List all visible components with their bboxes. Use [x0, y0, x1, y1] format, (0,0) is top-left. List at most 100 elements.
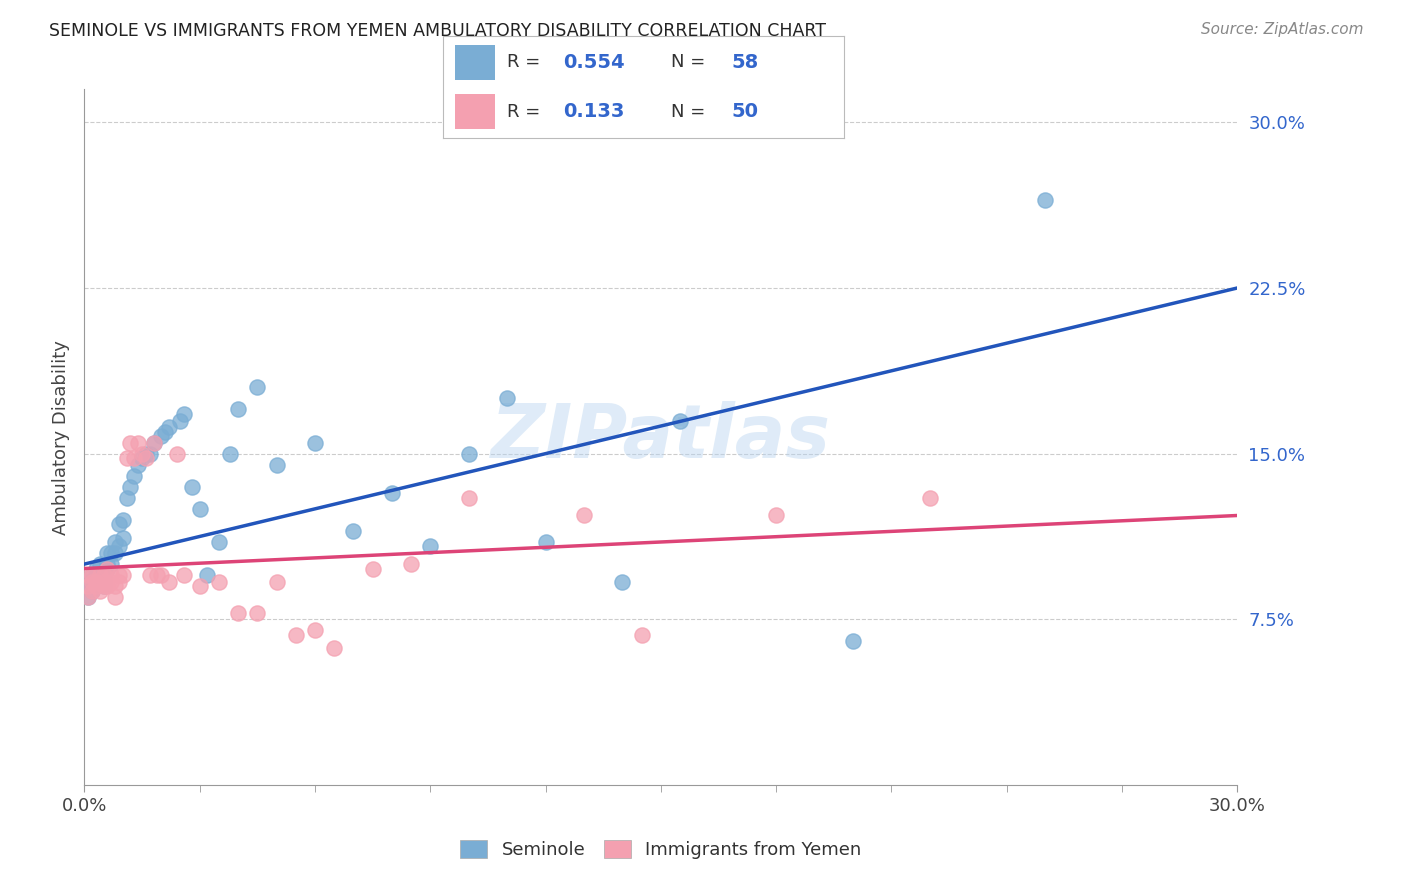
- Point: [188, 579, 211, 593]
- Point: [108, 540, 131, 554]
- Point: [108, 517, 131, 532]
- Point: [77, 579, 100, 593]
- Point: [93, 579, 115, 593]
- Point: [89, 568, 111, 582]
- Point: [89, 568, 111, 582]
- Text: 0.554: 0.554: [562, 53, 624, 72]
- Point: [153, 425, 176, 439]
- Point: [208, 574, 231, 589]
- Text: R =: R =: [508, 103, 540, 120]
- FancyBboxPatch shape: [456, 95, 495, 129]
- Point: [96, 561, 118, 575]
- Text: 58: 58: [731, 53, 759, 72]
- Point: [630, 628, 652, 642]
- Point: [80, 574, 103, 589]
- Point: [127, 458, 149, 472]
- Point: [96, 579, 118, 593]
- Point: [399, 557, 422, 571]
- Point: [284, 628, 307, 642]
- Point: [80, 568, 103, 582]
- Point: [842, 634, 865, 648]
- Point: [115, 451, 138, 466]
- Point: [419, 540, 441, 554]
- Legend: Seminole, Immigrants from Yemen: Seminole, Immigrants from Yemen: [453, 832, 869, 866]
- Point: [142, 435, 165, 450]
- Point: [226, 606, 249, 620]
- Point: [142, 435, 165, 450]
- Point: [157, 574, 180, 589]
- Point: [457, 447, 479, 461]
- Point: [104, 535, 127, 549]
- Point: [120, 480, 142, 494]
- Point: [188, 501, 211, 516]
- Point: [111, 568, 134, 582]
- Point: [96, 561, 118, 575]
- Point: [108, 574, 131, 589]
- Point: [77, 574, 100, 589]
- Text: N =: N =: [671, 103, 706, 120]
- Text: Source: ZipAtlas.com: Source: ZipAtlas.com: [1201, 22, 1364, 37]
- Point: [135, 451, 157, 466]
- Point: [146, 568, 169, 582]
- Point: [115, 491, 138, 505]
- Point: [93, 568, 115, 582]
- Point: [108, 568, 131, 582]
- Point: [150, 568, 173, 582]
- Text: N =: N =: [671, 54, 706, 71]
- Point: [80, 583, 103, 598]
- Point: [612, 574, 634, 589]
- Point: [457, 491, 479, 505]
- Point: [208, 535, 231, 549]
- Point: [173, 407, 195, 421]
- Point: [765, 508, 787, 523]
- Point: [77, 568, 100, 582]
- Point: [381, 486, 404, 500]
- Point: [138, 447, 160, 461]
- Text: R =: R =: [508, 54, 540, 71]
- Point: [96, 557, 118, 571]
- Point: [124, 451, 146, 466]
- Point: [173, 568, 195, 582]
- Point: [93, 568, 115, 582]
- Point: [104, 579, 127, 593]
- Point: [84, 574, 107, 589]
- Point: [84, 561, 107, 575]
- Point: [84, 579, 107, 593]
- Point: [1033, 193, 1056, 207]
- Point: [219, 447, 242, 461]
- Point: [84, 579, 107, 593]
- Point: [138, 568, 160, 582]
- Point: [181, 480, 204, 494]
- Point: [104, 546, 127, 560]
- Point: [246, 380, 269, 394]
- Point: [361, 561, 384, 575]
- Point: [572, 508, 595, 523]
- Text: 0.133: 0.133: [562, 102, 624, 121]
- Point: [246, 606, 269, 620]
- Point: [127, 435, 149, 450]
- Text: ZIPatlas: ZIPatlas: [491, 401, 831, 474]
- Point: [166, 447, 188, 461]
- Point: [100, 557, 122, 571]
- Point: [131, 447, 153, 461]
- Point: [96, 546, 118, 560]
- Point: [89, 583, 111, 598]
- Y-axis label: Ambulatory Disability: Ambulatory Disability: [52, 340, 70, 534]
- Point: [80, 574, 103, 589]
- Point: [93, 574, 115, 589]
- Point: [169, 413, 191, 427]
- Text: 50: 50: [731, 102, 758, 121]
- Point: [93, 579, 115, 593]
- Point: [80, 568, 103, 582]
- Point: [304, 624, 326, 638]
- Point: [266, 574, 288, 589]
- Point: [84, 568, 107, 582]
- Point: [93, 574, 115, 589]
- Point: [100, 568, 122, 582]
- Point: [89, 557, 111, 571]
- Point: [534, 535, 557, 549]
- Point: [226, 402, 249, 417]
- Point: [80, 583, 103, 598]
- Point: [111, 531, 134, 545]
- Point: [135, 447, 157, 461]
